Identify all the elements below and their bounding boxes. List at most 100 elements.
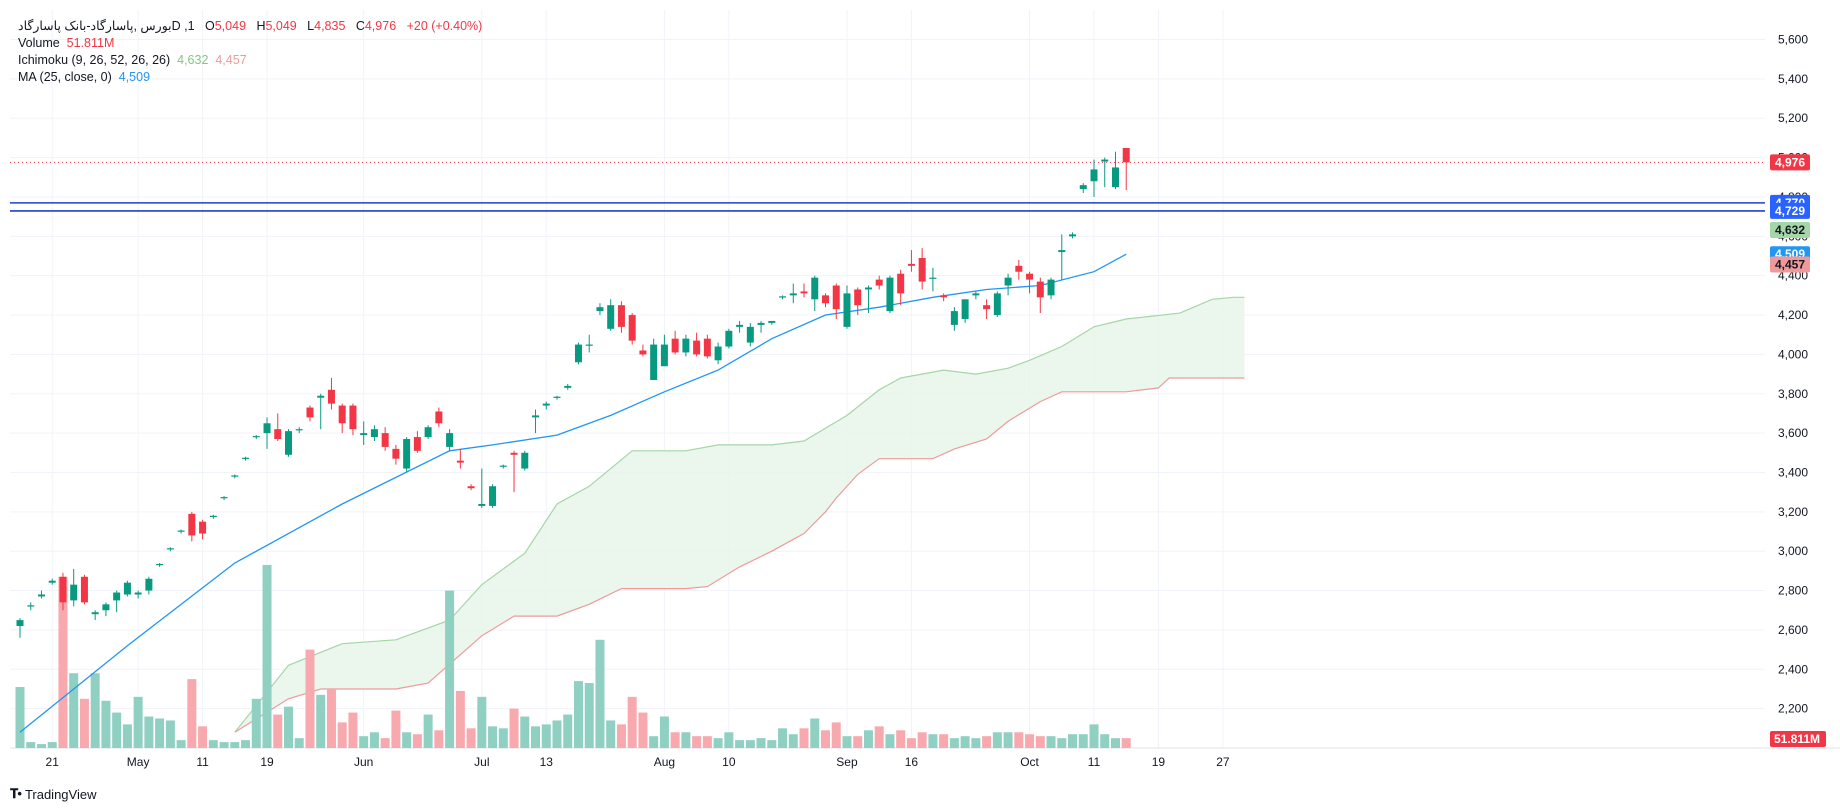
time-tick-label: 13 xyxy=(540,755,554,769)
change-value: +20 (+0.40%) xyxy=(406,19,483,33)
volume-bar xyxy=(144,716,154,748)
volume-bar xyxy=(745,740,755,748)
symbol-name[interactable]: بورس ,پاسارگاد-بانک پاسارگادD ,1 xyxy=(18,19,195,33)
volume-bar xyxy=(284,706,293,748)
candle-body xyxy=(446,433,454,447)
axis-price-label: 4,632 xyxy=(1775,223,1805,237)
volume-bar xyxy=(155,718,165,748)
candle-body xyxy=(1090,169,1098,182)
candle-body xyxy=(950,311,958,325)
candle-body xyxy=(714,346,722,361)
candle-body xyxy=(134,592,142,595)
ichimoku-span-b-value: 4,457 xyxy=(215,53,247,67)
candle-body xyxy=(703,338,711,357)
time-axis[interactable]: 21 May 11 19 Jun Jul 13 Aug 10 Sep 16 Oct 11 19 27 xyxy=(46,755,1230,769)
candle-body xyxy=(832,285,840,310)
candle-body xyxy=(403,439,411,469)
volume-bar xyxy=(219,742,229,748)
price-axis[interactable]: 2,200 2,400 2,600 2,800 3,000 3,200 3,400 3,600… xyxy=(1770,33,1826,747)
candle-body xyxy=(317,395,325,398)
candle-body xyxy=(886,277,894,312)
candle-body xyxy=(360,433,368,436)
volume-bar xyxy=(584,683,594,748)
volume-bar xyxy=(638,712,648,748)
volume-bar xyxy=(509,708,519,748)
volume-bar xyxy=(305,649,315,748)
volume-bar xyxy=(767,740,777,748)
volume-bar xyxy=(659,716,669,748)
candle-body xyxy=(188,513,196,536)
candle-body xyxy=(542,403,550,406)
volume-bar xyxy=(273,714,283,748)
volume-bar xyxy=(488,726,498,748)
volume-bar xyxy=(917,732,927,748)
price-tick-label: 3,200 xyxy=(1778,505,1808,519)
volume-bar xyxy=(992,732,1002,748)
volume-bar xyxy=(949,738,959,748)
candle-body xyxy=(617,305,625,327)
legend-ichimoku-row[interactable]: Ichimoku (9, 26, 52, 26, 26) 4,632 4,457 xyxy=(18,52,482,69)
candle-body xyxy=(1069,234,1077,237)
volume-bar xyxy=(735,740,745,748)
volume-bar xyxy=(1068,734,1078,748)
candle-body xyxy=(123,582,131,595)
volume-bar xyxy=(842,736,852,748)
ichimoku-cloud xyxy=(234,296,1245,733)
time-tick-label: 10 xyxy=(722,755,736,769)
candle-body xyxy=(929,277,937,279)
volume-bar xyxy=(337,722,347,748)
candle-body xyxy=(510,452,518,455)
volume-bar xyxy=(402,732,412,748)
volume-bar xyxy=(982,736,992,748)
volume-bar xyxy=(423,714,433,748)
axis-price-label-bg xyxy=(1770,256,1810,273)
volume-bar xyxy=(26,742,36,748)
candle-body xyxy=(252,436,260,438)
candle-body xyxy=(1101,159,1109,162)
low-label: L xyxy=(307,19,315,33)
price-tick-label: 3,800 xyxy=(1778,387,1808,401)
candle-body xyxy=(671,338,679,353)
volume-bar xyxy=(928,734,938,748)
candle-body xyxy=(811,277,819,300)
candle-body xyxy=(822,295,829,304)
volume-bar xyxy=(348,712,358,748)
volume-bar xyxy=(122,724,132,748)
candle-body xyxy=(349,405,357,430)
price-tick-label: 2,800 xyxy=(1778,584,1808,598)
volume-bar xyxy=(187,679,197,748)
axis-price-label: 4,457 xyxy=(1775,257,1805,271)
candle-body xyxy=(725,330,733,347)
ma-value: 4,509 xyxy=(118,70,151,84)
volume-bar xyxy=(552,720,562,748)
volume-bar xyxy=(896,730,906,748)
legend-volume-row[interactable]: Volume 51.811M xyxy=(18,35,482,52)
legend-ma-row[interactable]: MA (25, close, 0) 4,509 xyxy=(18,69,482,86)
volume-bar xyxy=(724,732,734,748)
ichimoku-label: Ichimoku (9, 26, 52, 26, 26) xyxy=(18,53,171,67)
volume-bar xyxy=(455,690,465,748)
candle-body xyxy=(907,263,915,266)
horizontal-lines[interactable] xyxy=(10,161,1765,212)
open-value: 5,049 xyxy=(214,19,247,33)
volume-bar xyxy=(477,696,487,748)
price-tick-label: 3,000 xyxy=(1778,544,1808,558)
volume-bars xyxy=(15,564,1131,748)
candle-body xyxy=(91,612,99,615)
brand[interactable]: 𝐓• TradingView xyxy=(10,786,96,802)
candle-body xyxy=(177,530,185,532)
volume-bar xyxy=(294,738,304,748)
volume-bar xyxy=(573,681,583,748)
volume-bar xyxy=(412,734,422,748)
volume-bar xyxy=(1110,738,1120,748)
candle-body xyxy=(424,427,432,438)
candle-body xyxy=(1047,279,1055,296)
volume-bar xyxy=(316,694,326,748)
candle-body xyxy=(37,594,45,597)
volume-bar xyxy=(531,726,541,748)
volume-bar xyxy=(230,742,240,748)
candle-body xyxy=(768,320,776,323)
volume-bar xyxy=(692,736,702,748)
volume-bar xyxy=(1089,724,1099,748)
